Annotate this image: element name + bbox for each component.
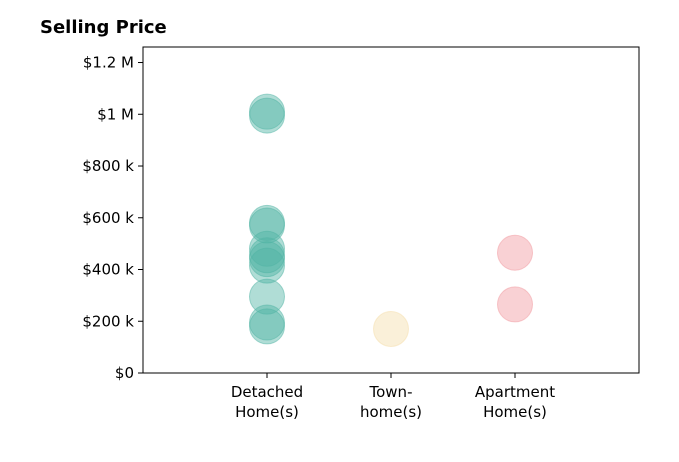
data-point <box>249 207 285 244</box>
y-tick-label: $600 k <box>82 209 134 227</box>
y-tick-label: $1 M <box>97 105 134 123</box>
points-layer <box>249 93 533 348</box>
y-axis: $0 $200 k $400 k $600 k $800 k $1 M $1.2 M <box>82 54 143 382</box>
y-tick-label: $0 <box>115 364 134 382</box>
data-point <box>249 308 285 345</box>
data-point <box>249 97 285 134</box>
x-axis: Detached Home(s) Town-home(s) Apartment Home… <box>231 373 555 421</box>
y-tick-label: $800 k <box>82 157 134 175</box>
x-tick-label: Detached Home(s) <box>231 383 303 421</box>
data-point <box>497 286 533 323</box>
y-tick-label: $200 k <box>82 312 134 330</box>
x-tick-label: Town-home(s) <box>360 383 422 421</box>
chart-title: Selling Price <box>40 17 167 38</box>
data-point <box>497 234 533 271</box>
y-tick-label: $1.2 M <box>83 54 134 72</box>
y-tick-label: $400 k <box>82 261 134 279</box>
data-point <box>249 278 285 315</box>
data-point <box>373 311 409 348</box>
data-point <box>249 247 285 284</box>
x-tick-label: Apartment Home(s) <box>475 383 555 421</box>
